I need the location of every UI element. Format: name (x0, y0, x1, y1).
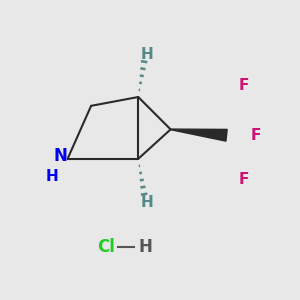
Text: H: H (46, 169, 58, 184)
Text: Cl: Cl (97, 238, 115, 256)
Text: N: N (53, 147, 67, 165)
Text: F: F (239, 78, 249, 93)
Text: H: H (141, 195, 153, 210)
Text: H: H (138, 238, 152, 256)
Text: F: F (239, 172, 249, 187)
Text: F: F (251, 128, 261, 143)
Text: H: H (141, 47, 153, 62)
Polygon shape (171, 129, 227, 141)
